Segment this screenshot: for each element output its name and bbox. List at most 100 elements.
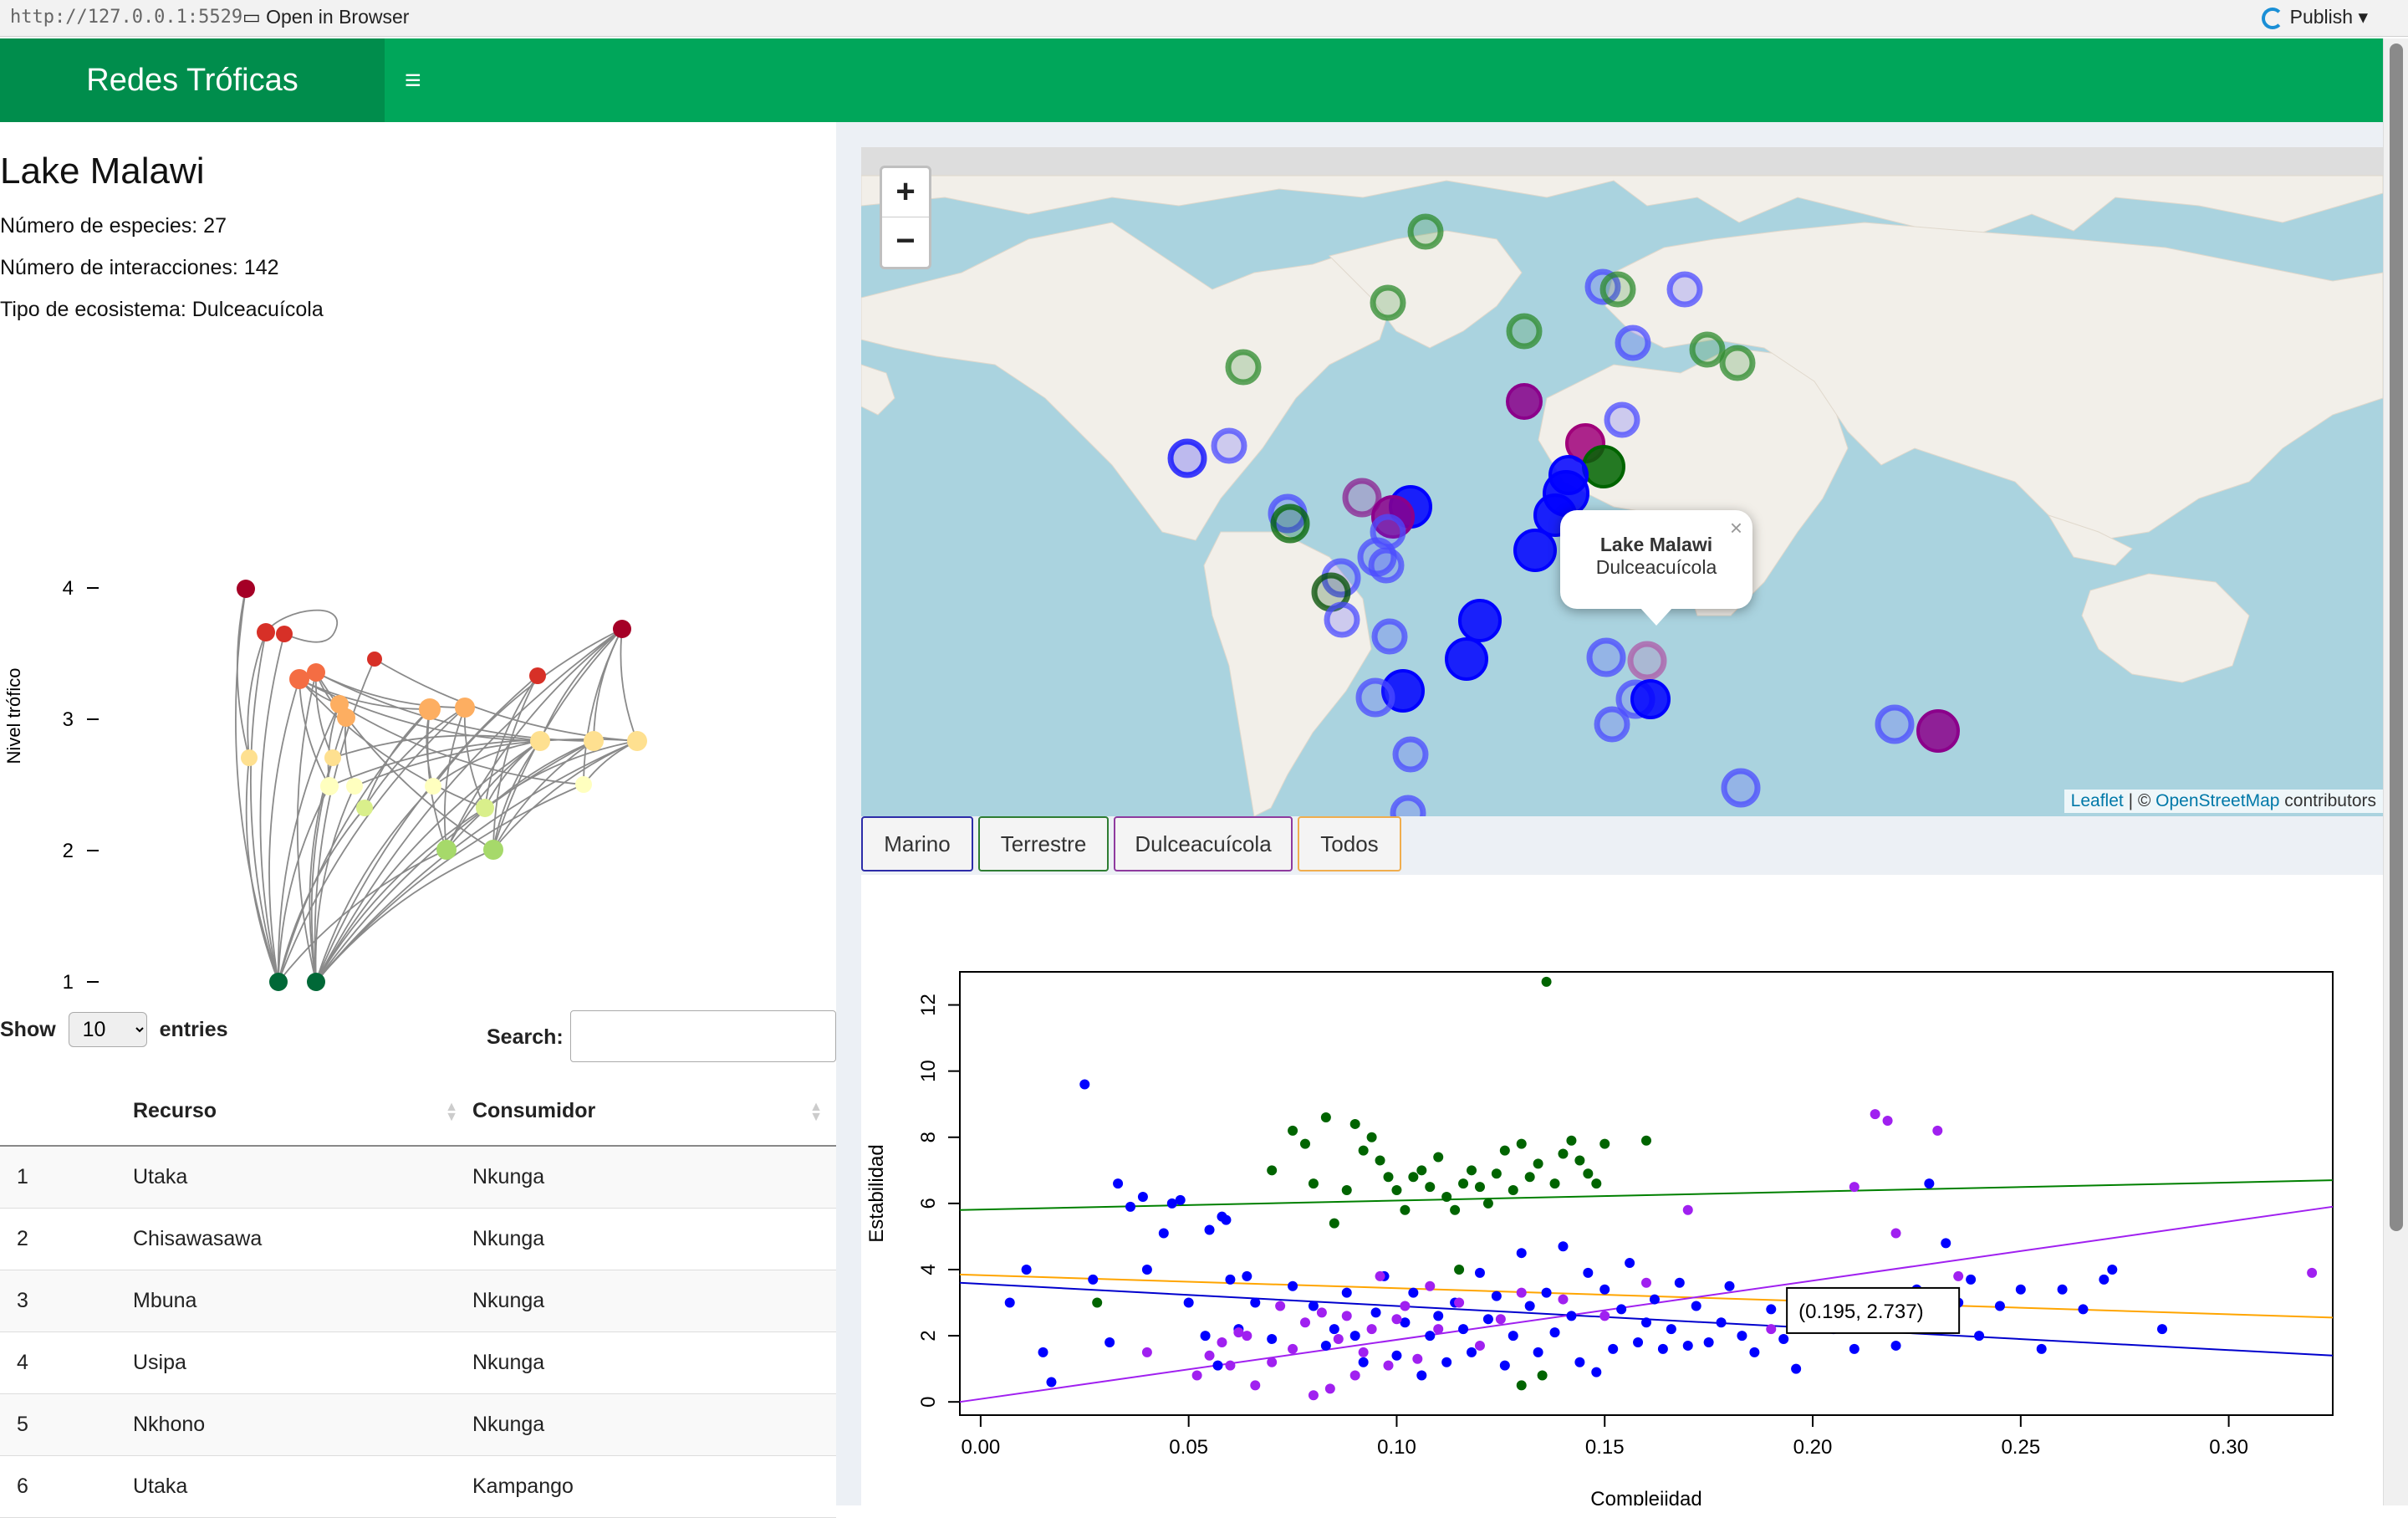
- species-node[interactable]: [307, 973, 325, 991]
- data-point[interactable]: [1105, 1337, 1115, 1347]
- data-point[interactable]: [1267, 1357, 1278, 1367]
- data-point[interactable]: [1316, 1307, 1327, 1318]
- data-point[interactable]: [1341, 1287, 1352, 1298]
- data-point[interactable]: [1994, 1301, 2005, 1311]
- data-point[interactable]: [1308, 1178, 1319, 1189]
- data-point[interactable]: [1408, 1287, 1419, 1298]
- data-point[interactable]: [1516, 1248, 1527, 1259]
- network-marker[interactable]: [1342, 478, 1382, 518]
- data-point[interactable]: [1366, 1324, 1377, 1335]
- data-point[interactable]: [1288, 1343, 1298, 1354]
- species-node[interactable]: [483, 840, 503, 860]
- data-point[interactable]: [1079, 1079, 1090, 1090]
- network-marker[interactable]: [1370, 284, 1406, 321]
- species-node[interactable]: [346, 778, 363, 795]
- scrollbar-thumb[interactable]: [2390, 43, 2403, 1231]
- data-point[interactable]: [1524, 1172, 1535, 1183]
- data-point[interactable]: [1766, 1324, 1777, 1335]
- osm-link[interactable]: OpenStreetMap: [2155, 791, 2280, 810]
- species-node[interactable]: [575, 776, 592, 793]
- data-point[interactable]: [1212, 1360, 1223, 1371]
- data-point[interactable]: [1674, 1277, 1685, 1288]
- network-marker[interactable]: [1392, 736, 1429, 773]
- data-point[interactable]: [1558, 1241, 1569, 1252]
- data-point[interactable]: [1641, 1277, 1651, 1288]
- column-header-consumidor[interactable]: Consumidor ▲ ▼: [472, 1077, 836, 1147]
- data-point[interactable]: [1021, 1264, 1032, 1275]
- data-point[interactable]: [1375, 1270, 1385, 1281]
- data-point[interactable]: [1200, 1331, 1211, 1342]
- data-point[interactable]: [1046, 1377, 1057, 1388]
- species-node[interactable]: [367, 652, 382, 667]
- data-point[interactable]: [1641, 1135, 1651, 1146]
- data-point[interactable]: [2107, 1264, 2118, 1275]
- data-point[interactable]: [1358, 1357, 1369, 1367]
- table-row[interactable]: 3 Mbuna Nkunga: [0, 1270, 836, 1332]
- data-point[interactable]: [1375, 1155, 1385, 1166]
- species-node[interactable]: [529, 667, 546, 684]
- network-marker[interactable]: [1506, 313, 1543, 350]
- table-row[interactable]: 5 Nkhono Nkunga: [0, 1393, 836, 1456]
- species-node[interactable]: [584, 731, 604, 751]
- network-marker[interactable]: [1721, 768, 1761, 808]
- data-point[interactable]: [1225, 1360, 1236, 1371]
- data-point[interactable]: [1516, 1380, 1527, 1391]
- network-marker[interactable]: [1407, 213, 1444, 250]
- data-point[interactable]: [1267, 1334, 1278, 1345]
- data-point[interactable]: [1499, 1360, 1510, 1371]
- species-node[interactable]: [476, 799, 494, 817]
- data-point[interactable]: [1425, 1280, 1436, 1291]
- data-point[interactable]: [1499, 1145, 1510, 1156]
- network-marker[interactable]: [1586, 637, 1626, 677]
- data-point[interactable]: [1158, 1228, 1169, 1239]
- data-point[interactable]: [1038, 1347, 1048, 1357]
- species-node[interactable]: [337, 708, 355, 727]
- zoom-in-button[interactable]: +: [882, 168, 929, 217]
- data-point[interactable]: [1125, 1201, 1136, 1212]
- data-point[interactable]: [1383, 1360, 1394, 1371]
- data-point[interactable]: [1204, 1350, 1215, 1361]
- data-point[interactable]: [2099, 1274, 2110, 1285]
- data-point[interactable]: [1329, 1324, 1339, 1335]
- search-input[interactable]: [570, 1010, 836, 1062]
- table-row[interactable]: 6 Utaka Kampango: [0, 1455, 836, 1518]
- data-point[interactable]: [1391, 1314, 1402, 1325]
- data-point[interactable]: [1441, 1191, 1452, 1202]
- network-marker[interactable]: [1368, 547, 1405, 584]
- data-point[interactable]: [1454, 1297, 1465, 1308]
- data-point[interactable]: [1749, 1347, 1760, 1357]
- data-point[interactable]: [2057, 1284, 2068, 1295]
- species-node[interactable]: [419, 698, 441, 720]
- data-point[interactable]: [1113, 1178, 1124, 1189]
- data-point[interactable]: [1341, 1311, 1352, 1321]
- data-point[interactable]: [1574, 1357, 1585, 1367]
- data-point[interactable]: [1666, 1324, 1676, 1335]
- column-header-recurso[interactable]: Recurso ▲ ▼: [132, 1077, 472, 1147]
- data-point[interactable]: [1691, 1301, 1701, 1311]
- species-node[interactable]: [257, 623, 275, 641]
- network-marker[interactable]: [1594, 706, 1630, 743]
- network-marker[interactable]: [1582, 445, 1625, 488]
- data-point[interactable]: [1333, 1334, 1344, 1345]
- data-point[interactable]: [1467, 1347, 1477, 1357]
- data-point[interactable]: [1932, 1125, 1943, 1136]
- data-point[interactable]: [1458, 1324, 1469, 1335]
- data-point[interactable]: [1329, 1218, 1339, 1229]
- data-point[interactable]: [1533, 1347, 1543, 1357]
- species-node[interactable]: [530, 731, 550, 751]
- data-point[interactable]: [1412, 1353, 1423, 1364]
- data-point[interactable]: [1599, 1311, 1610, 1321]
- publish-button[interactable]: Publish ▾: [2261, 6, 2368, 29]
- data-point[interactable]: [1450, 1204, 1461, 1215]
- data-point[interactable]: [1275, 1301, 1286, 1311]
- column-header-index[interactable]: [0, 1077, 132, 1147]
- network-marker[interactable]: [1355, 677, 1395, 718]
- data-point[interactable]: [1516, 1287, 1527, 1298]
- network-marker[interactable]: [1630, 679, 1671, 719]
- data-point[interactable]: [1537, 1370, 1548, 1381]
- data-point[interactable]: [1250, 1380, 1261, 1391]
- data-point[interactable]: [1370, 1307, 1381, 1318]
- species-node[interactable]: [320, 777, 339, 795]
- data-point[interactable]: [1703, 1337, 1714, 1347]
- data-point[interactable]: [1242, 1331, 1252, 1342]
